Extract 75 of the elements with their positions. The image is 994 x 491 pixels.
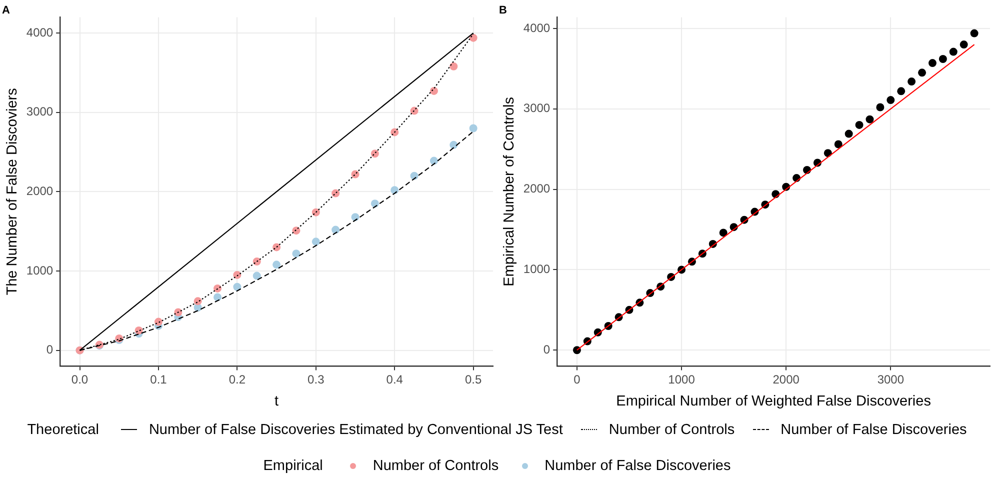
x-tick-label: 0.3	[308, 372, 325, 387]
point	[351, 213, 360, 222]
point	[390, 186, 399, 194]
x-axis-title: t	[274, 393, 279, 410]
legend-label: Number of Controls	[608, 422, 735, 438]
point	[312, 238, 320, 246]
point	[370, 200, 379, 208]
point	[960, 40, 968, 49]
x-tick-label: 3000	[877, 372, 904, 387]
y-tick-label: 1000	[26, 263, 54, 278]
point	[918, 68, 926, 77]
point	[450, 62, 458, 70]
point	[866, 115, 874, 124]
x-tick-label: 0.4	[386, 372, 404, 387]
y-axis-title: Empirical Number of Controls	[502, 97, 518, 286]
legend-label: Number of Controls	[372, 458, 499, 474]
point	[572, 346, 581, 354]
y-axis-title: The Number of False Discoviers	[4, 88, 21, 296]
point	[351, 170, 360, 178]
y-tick-label: 2000	[523, 182, 550, 196]
point	[719, 228, 728, 237]
point	[194, 297, 202, 306]
x-tick-label: 1000	[668, 372, 696, 387]
point	[897, 87, 906, 96]
legend-label: Number of False Discoveries Estimated by Conventional JS Test	[148, 422, 563, 438]
point	[292, 250, 300, 258]
point	[332, 189, 340, 198]
point	[233, 282, 242, 291]
point	[469, 124, 478, 132]
y-tick-label: 4000	[26, 25, 54, 40]
point	[450, 140, 458, 149]
point	[834, 140, 842, 148]
point	[154, 318, 162, 326]
legend-title: Theoretical	[27, 422, 99, 438]
point	[252, 258, 261, 266]
point	[214, 284, 222, 292]
x-axis-title: Empirical Number of Weighted False Discoveries	[616, 393, 931, 410]
chart-title: A	[2, 4, 10, 17]
point	[938, 55, 947, 64]
point	[949, 48, 958, 56]
point	[332, 226, 340, 234]
point	[876, 103, 884, 112]
x-tick-label: 0.5	[464, 372, 482, 387]
point	[214, 293, 222, 302]
text: Empirical	[263, 458, 323, 474]
point	[886, 96, 895, 104]
point	[844, 130, 853, 138]
y-tick-label: 2000	[26, 184, 54, 198]
point	[430, 86, 438, 95]
x-tick-label: 0.1	[150, 372, 168, 387]
legend-label: Number of False Discoveries	[544, 458, 731, 474]
y-tick-label: 0	[46, 342, 54, 357]
y-tick-label: 3000	[523, 101, 550, 116]
y-tick-label: 3000	[26, 104, 54, 119]
point	[928, 59, 936, 68]
x-tick-label: 0.2	[228, 372, 246, 387]
y-tick-label: 4000	[523, 20, 550, 35]
point	[370, 150, 379, 158]
point	[970, 29, 978, 38]
point	[855, 120, 864, 129]
y-tick-label: 0	[543, 342, 550, 356]
x-tick-label: 0.0	[71, 372, 88, 387]
point	[272, 260, 281, 269]
chart-title: B	[499, 4, 507, 17]
x-tick-label: 2000	[772, 372, 800, 387]
point	[134, 326, 143, 335]
point	[908, 78, 916, 86]
point	[430, 156, 438, 165]
point	[272, 243, 281, 252]
point	[252, 272, 261, 280]
x-tick-label: 0	[574, 372, 581, 387]
point	[312, 208, 320, 216]
legend-label: Number of False Discoveries	[780, 422, 967, 438]
y-tick-label: 1000	[523, 262, 550, 276]
point	[233, 270, 242, 279]
